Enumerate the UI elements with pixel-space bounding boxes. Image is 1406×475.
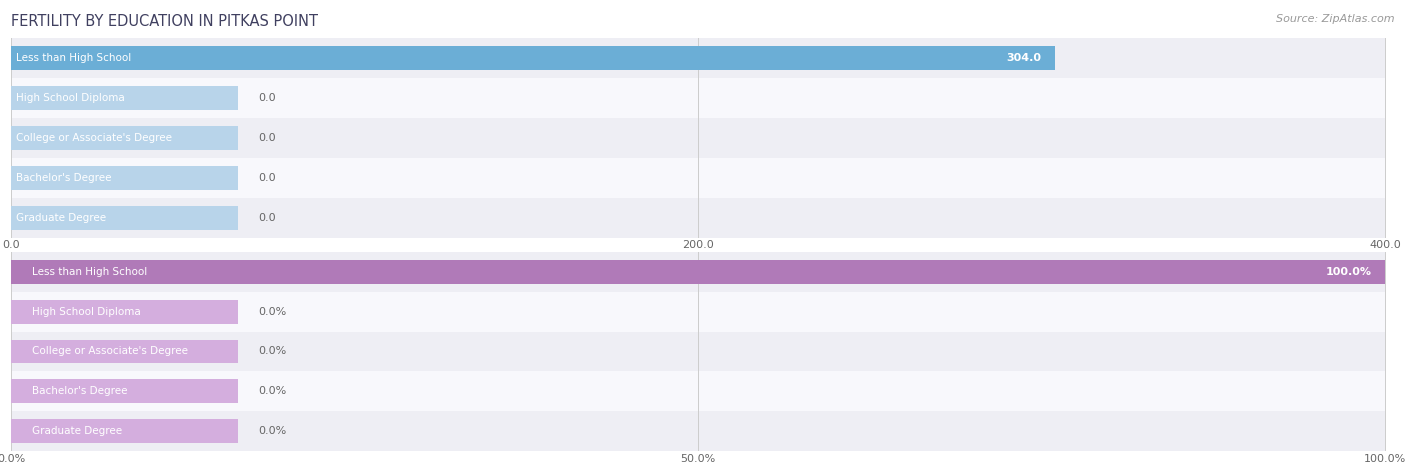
Bar bbox=[11, 260, 1385, 284]
Bar bbox=[11, 252, 1385, 292]
Bar bbox=[11, 300, 238, 323]
Bar bbox=[11, 411, 1385, 451]
Text: 0.0: 0.0 bbox=[259, 133, 276, 143]
Text: 0.0%: 0.0% bbox=[259, 386, 287, 397]
Bar bbox=[11, 78, 1385, 118]
Text: Bachelor's Degree: Bachelor's Degree bbox=[32, 386, 128, 397]
Text: College or Associate's Degree: College or Associate's Degree bbox=[17, 133, 173, 143]
Text: 0.0: 0.0 bbox=[259, 212, 276, 223]
Bar bbox=[11, 206, 238, 229]
Text: FERTILITY BY EDUCATION IN PITKAS POINT: FERTILITY BY EDUCATION IN PITKAS POINT bbox=[11, 14, 318, 29]
Bar bbox=[11, 198, 1385, 238]
Bar bbox=[11, 166, 238, 190]
Text: Less than High School: Less than High School bbox=[17, 53, 132, 63]
Bar bbox=[11, 371, 1385, 411]
Bar bbox=[11, 292, 1385, 332]
Text: Graduate Degree: Graduate Degree bbox=[17, 212, 107, 223]
Text: Less than High School: Less than High School bbox=[32, 266, 148, 277]
Text: College or Associate's Degree: College or Associate's Degree bbox=[32, 346, 188, 357]
Text: 304.0: 304.0 bbox=[1007, 53, 1042, 63]
Text: 0.0%: 0.0% bbox=[259, 346, 287, 357]
Bar bbox=[11, 380, 238, 403]
Text: Bachelor's Degree: Bachelor's Degree bbox=[17, 172, 112, 183]
Bar bbox=[11, 419, 238, 443]
Text: Source: ZipAtlas.com: Source: ZipAtlas.com bbox=[1277, 14, 1395, 24]
Text: High School Diploma: High School Diploma bbox=[32, 306, 141, 317]
Bar bbox=[11, 332, 1385, 371]
Bar bbox=[11, 86, 238, 110]
Text: 0.0%: 0.0% bbox=[259, 426, 287, 437]
Text: 0.0: 0.0 bbox=[259, 172, 276, 183]
Text: 100.0%: 100.0% bbox=[1326, 266, 1371, 277]
Bar bbox=[11, 126, 238, 150]
Bar bbox=[11, 46, 1056, 70]
Text: 0.0%: 0.0% bbox=[259, 306, 287, 317]
Text: High School Diploma: High School Diploma bbox=[17, 93, 125, 103]
Bar bbox=[11, 340, 238, 363]
Bar bbox=[11, 158, 1385, 198]
Text: 0.0: 0.0 bbox=[259, 93, 276, 103]
Bar bbox=[11, 38, 1385, 78]
Bar bbox=[11, 118, 1385, 158]
Text: Graduate Degree: Graduate Degree bbox=[32, 426, 122, 437]
